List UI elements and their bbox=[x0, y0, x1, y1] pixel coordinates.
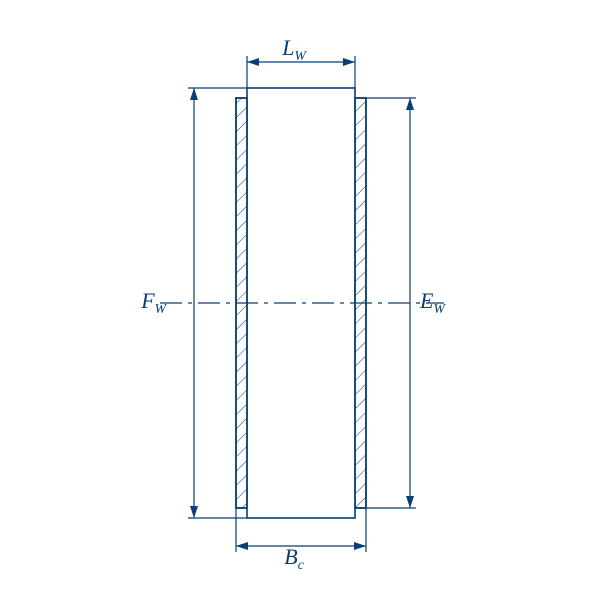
bearing-diagram: LWBcFWEW bbox=[0, 0, 600, 600]
diagram-stage: LWBcFWEW bbox=[0, 0, 600, 600]
